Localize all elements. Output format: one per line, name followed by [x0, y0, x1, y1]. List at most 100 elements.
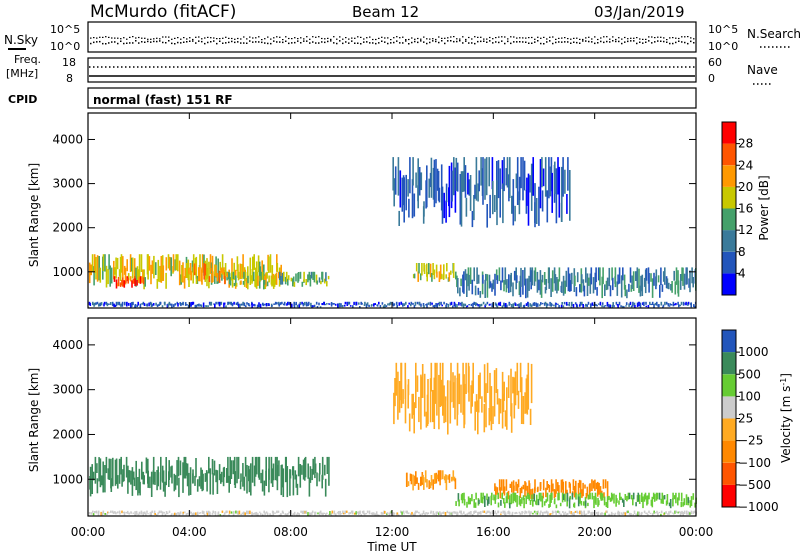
heatmap-cell — [189, 467, 192, 495]
heatmap-cell — [653, 494, 656, 502]
noise-search-dot — [456, 38, 458, 40]
heatmap-cell — [212, 473, 214, 495]
heatmap-cell — [299, 271, 302, 279]
noise-sky-dot — [177, 41, 179, 44]
heatmap-cell — [400, 510, 402, 514]
heatmap-cell — [256, 456, 258, 475]
noise-sky-dot — [336, 42, 338, 45]
heatmap-cell — [488, 496, 490, 504]
heatmap-cell — [627, 492, 630, 500]
heatmap-cell — [117, 475, 119, 489]
noise-sky-dot — [603, 41, 605, 44]
heatmap-cell — [199, 254, 201, 269]
heatmap-cell — [442, 362, 444, 416]
heatmap-cell — [447, 475, 449, 480]
heatmap-cell — [393, 303, 396, 306]
noise-sky-dot — [105, 43, 107, 45]
heatmap-cell — [480, 303, 483, 307]
heatmap-cell — [122, 469, 124, 483]
noise-sky-dot — [639, 41, 641, 43]
heatmap-cell — [130, 512, 132, 514]
heatmap-cell — [477, 511, 479, 516]
heatmap-cell — [581, 489, 583, 498]
noise-sky-dot — [465, 40, 467, 42]
heatmap-cell — [156, 304, 159, 307]
heatmap-cell — [308, 477, 311, 497]
heatmap-cell — [477, 375, 480, 413]
noise-sky-dot — [120, 40, 122, 42]
heatmap-cell — [576, 304, 579, 308]
heatmap-cell — [297, 456, 300, 477]
colorbar-swatch — [722, 440, 736, 463]
heatmap-cell — [281, 301, 283, 305]
heatmap-cell — [614, 267, 617, 288]
heatmap-cell — [655, 269, 658, 286]
heatmap-cell — [178, 477, 180, 498]
heatmap-cell — [618, 511, 621, 516]
heatmap-cell — [115, 257, 117, 279]
heatmap-cell — [513, 270, 516, 281]
heatmap-cell — [492, 279, 495, 290]
heatmap-cell — [100, 302, 103, 306]
noise-search-dot — [381, 36, 383, 38]
heatmap-cell — [184, 302, 187, 306]
heatmap-cell — [279, 302, 282, 305]
heatmap-cell — [514, 303, 517, 306]
noise-sky-dot — [270, 42, 272, 45]
noise-search-dot — [528, 37, 530, 39]
heatmap-cell — [486, 493, 488, 501]
colorbar-tick-label: 1000 — [738, 345, 769, 359]
heatmap-cell — [124, 267, 127, 285]
heatmap-cell — [384, 304, 386, 308]
heatmap-cell — [300, 510, 302, 513]
heatmap-cell — [343, 512, 345, 515]
heatmap-cell — [526, 374, 529, 415]
heatmap-cell — [402, 389, 404, 404]
colorbar-swatch — [722, 251, 736, 274]
heatmap-cell — [693, 510, 696, 513]
heatmap-cell — [135, 267, 137, 287]
heatmap-cell — [177, 512, 179, 515]
heatmap-cell — [146, 510, 148, 513]
heatmap-cell — [583, 285, 586, 297]
heatmap-cell — [413, 402, 415, 434]
noise-search-dot — [390, 39, 392, 41]
x-axis-label: Time UT — [366, 540, 417, 554]
heatmap-cell — [574, 275, 576, 286]
heatmap-cell — [529, 303, 532, 307]
heatmap-cell — [230, 271, 233, 281]
heatmap-cell — [682, 301, 685, 306]
heatmap-cell — [282, 511, 284, 514]
heatmap-cell — [192, 301, 195, 305]
heatmap-cell — [508, 495, 511, 505]
heatmap-cell — [509, 502, 511, 509]
noise-sky-dot — [276, 41, 278, 43]
noise-search-dot — [297, 38, 299, 40]
heatmap-cell — [142, 269, 144, 280]
heatmap-cell — [490, 495, 492, 506]
noise-search-dot — [573, 37, 575, 39]
heatmap-cell — [538, 492, 541, 501]
noise-sky-dot — [474, 42, 476, 45]
noise-sky-dot — [420, 40, 422, 42]
heatmap-cell — [609, 497, 612, 502]
noise-search-dot — [369, 36, 371, 38]
noise-search-dot — [153, 38, 155, 40]
noise-search-dot — [303, 38, 305, 40]
heatmap-cell — [692, 511, 695, 514]
heatmap-cell — [623, 274, 626, 290]
heatmap-cell — [690, 510, 693, 515]
heatmap-cell — [615, 301, 618, 305]
heatmap-cell — [456, 304, 458, 308]
heatmap-cell — [137, 477, 139, 496]
heatmap-cell — [251, 275, 254, 282]
heatmap-cell — [301, 465, 303, 475]
heatmap-cell — [496, 180, 498, 226]
heatmap-cell — [431, 302, 433, 305]
heatmap-cell — [185, 513, 188, 516]
heatmap-cell — [214, 303, 216, 308]
heatmap-cell — [682, 511, 684, 516]
heatmap-cell — [511, 513, 514, 516]
heatmap-cell — [119, 512, 121, 515]
noise-sky-dot — [324, 41, 326, 44]
